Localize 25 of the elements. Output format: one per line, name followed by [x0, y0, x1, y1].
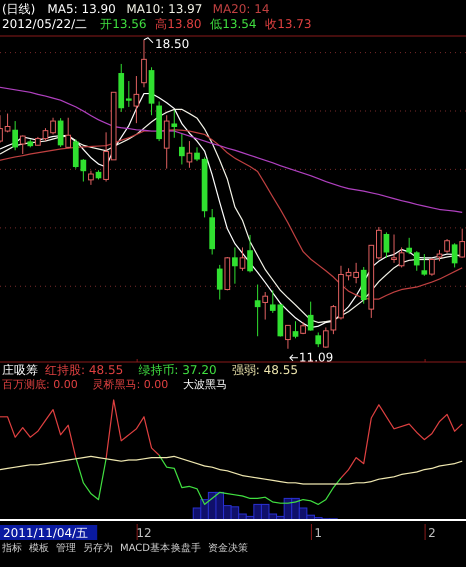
annotation: 18.50 — [154, 36, 190, 51]
text: 另存为 — [83, 542, 113, 554]
text: 灵桥黑马: 0.00 — [92, 378, 168, 391]
text: MA5: 13.90 — [47, 2, 116, 16]
chart-subtitle: 2012/05/22/二 开13.56 高13.80 低13.54 收13.73 — [2, 17, 312, 31]
x-tick-label: 1 — [314, 526, 322, 540]
chart-title: 庄吸筹 — [2, 363, 38, 377]
chart-title: (日线) — [2, 2, 36, 16]
text: MA10: 13.97 — [126, 2, 202, 16]
text: MACD基本 — [120, 542, 170, 554]
x-tick-label: 12 — [136, 526, 152, 540]
text: 大波黑马 — [183, 378, 228, 391]
text: 模板 — [29, 542, 49, 554]
text: 资金决策 — [208, 542, 248, 554]
text: 管理 — [56, 543, 76, 554]
annotation: 11.09 — [298, 350, 334, 365]
text: 指标 — [1, 542, 22, 554]
text: 换盘手 — [171, 542, 201, 554]
text: 强弱: 48.55 — [232, 363, 298, 377]
text: 绿持币: 37.20 — [138, 363, 217, 377]
text: 红持股: 48.55 — [45, 363, 124, 377]
text: 百万测底: 0.00 — [2, 378, 78, 391]
x-tick-label: 2 — [428, 526, 436, 540]
text: 2011/11/04/五 — [3, 526, 88, 540]
text: MA20: 14 — [212, 2, 270, 16]
